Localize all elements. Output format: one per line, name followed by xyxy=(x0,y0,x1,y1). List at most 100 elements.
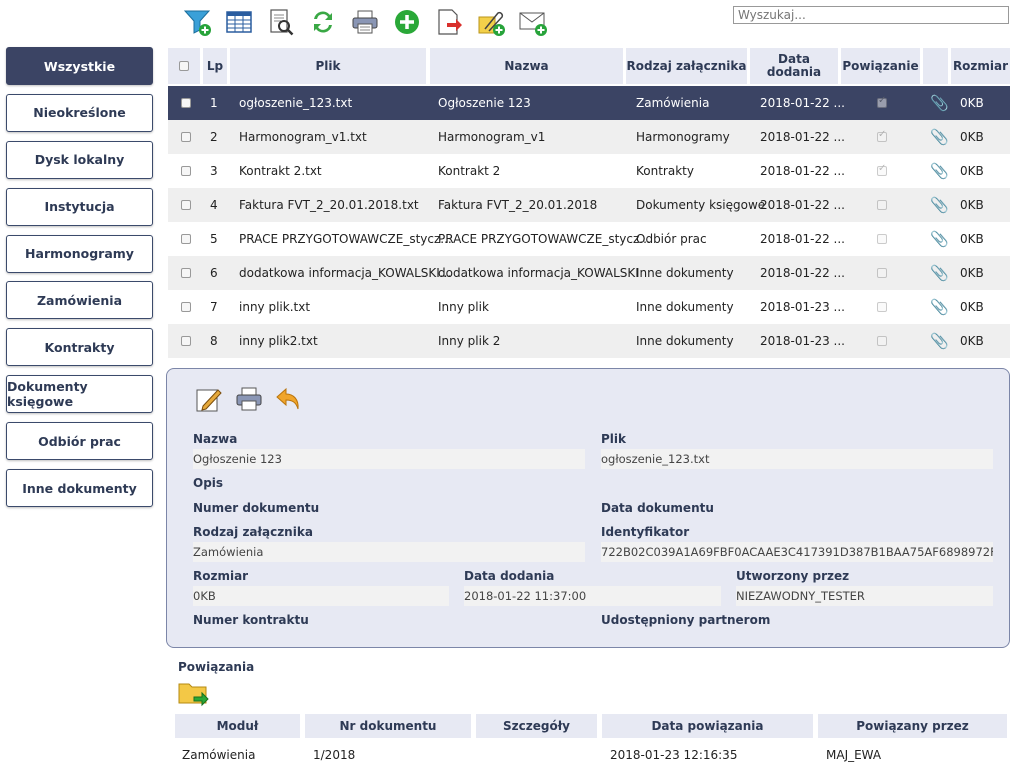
rel-cell-nr[interactable]: 1/2018 xyxy=(313,748,356,762)
refresh-icon[interactable] xyxy=(302,4,344,40)
cell-lp: 3 xyxy=(210,164,218,178)
sidebar-item-nieokreslone[interactable]: Nieokreślone xyxy=(6,93,153,132)
header-rodzaj[interactable]: Rodzaj załącznika xyxy=(626,48,747,84)
attachment-icon[interactable]: 📎 xyxy=(930,332,949,350)
row-select-checkbox[interactable] xyxy=(181,222,191,256)
relations-title: Powiązania xyxy=(178,660,255,674)
header-nazwa[interactable]: Nazwa xyxy=(430,48,623,84)
row-select-checkbox[interactable] xyxy=(181,188,191,222)
search-document-icon[interactable] xyxy=(260,4,302,40)
header-rozmiar[interactable]: Rozmiar xyxy=(951,48,1010,84)
folder-link-icon[interactable] xyxy=(178,679,210,707)
row-select-checkbox[interactable] xyxy=(181,256,191,290)
sidebar-item-harmonogramy[interactable]: Harmonogramy xyxy=(6,234,153,273)
attachment-icon[interactable]: 📎 xyxy=(930,264,949,282)
header-data-dodania[interactable]: Data dodania xyxy=(750,48,838,84)
row-select-checkbox[interactable] xyxy=(181,290,191,324)
cell-data-dodania: 2018-01-22 ... xyxy=(760,198,845,212)
cell-rodzaj: Inne dokumenty xyxy=(636,266,734,280)
rel-header-szczegoly[interactable]: Szczegóły xyxy=(476,714,597,738)
cell-plik: Harmonogram_v1.txt xyxy=(239,130,367,144)
row-select-checkbox[interactable] xyxy=(181,120,191,154)
table-row[interactable]: 7 inny plik.txt Inny plik Inne dokumenty 201… xyxy=(168,290,1010,324)
linked-checkbox xyxy=(877,290,887,324)
sidebar-item-wszystkie[interactable]: Wszystkie xyxy=(6,47,153,85)
row-select-checkbox[interactable] xyxy=(181,154,191,188)
cell-rozmiar: 0KB xyxy=(960,334,984,348)
label-numer-dokumentu: Numer dokumentu xyxy=(193,501,320,515)
table-row[interactable]: 2 Harmonogram_v1.txt Harmonogram_v1 Harmono… xyxy=(168,120,1010,154)
print-icon[interactable] xyxy=(233,383,265,415)
label-udostepniony: Udostępniony partnerom xyxy=(601,613,771,627)
sidebar-item-odbior-prac[interactable]: Odbiór prac xyxy=(6,422,153,461)
cell-nazwa: Inny plik 2 xyxy=(438,334,501,348)
back-icon[interactable] xyxy=(273,383,305,415)
table-icon[interactable] xyxy=(218,4,260,40)
linked-checkbox xyxy=(877,222,887,256)
cell-nazwa: PRACE PRZYGOTOWAWCZE_stycz... xyxy=(438,232,651,246)
select-all-checkbox[interactable] xyxy=(179,61,189,71)
linked-checkbox xyxy=(877,256,887,290)
mail-add-icon[interactable] xyxy=(512,4,554,40)
cell-nazwa: Ogłoszenie 123 xyxy=(438,96,531,110)
table-row[interactable]: 3 Kontrakt 2.txt Kontrakt 2 Kontrakty 2018-0… xyxy=(168,154,1010,188)
cell-plik: inny plik2.txt xyxy=(239,334,318,348)
attach-add-icon[interactable] xyxy=(470,4,512,40)
rel-header-modul[interactable]: Moduł xyxy=(175,714,300,738)
attachment-icon[interactable]: 📎 xyxy=(930,196,949,214)
cell-rodzaj: Odbiór prac xyxy=(636,232,707,246)
label-plik: Plik xyxy=(601,432,627,446)
sidebar-item-kontrakty[interactable]: Kontrakty xyxy=(6,328,153,367)
header-lp[interactable]: Lp xyxy=(203,48,227,84)
row-select-checkbox[interactable] xyxy=(181,86,191,120)
cell-rozmiar: 0KB xyxy=(960,164,984,178)
rel-header-data[interactable]: Data powiązania xyxy=(602,714,813,738)
cell-rozmiar: 0KB xyxy=(960,300,984,314)
table-row[interactable]: 4 Faktura FVT_2_20.01.2018.txt Faktura FVT… xyxy=(168,188,1010,222)
edit-icon[interactable] xyxy=(193,383,225,415)
table-row[interactable]: 1 ogłoszenie_123.txt Ogłoszenie 123 Zamówie… xyxy=(168,86,1010,120)
sidebar-item-instytucja[interactable]: Instytucja xyxy=(6,187,153,226)
header-plik[interactable]: Plik xyxy=(230,48,426,84)
sidebar-item-inne-dokumenty[interactable]: Inne dokumenty xyxy=(6,469,153,508)
export-icon[interactable] xyxy=(428,4,470,40)
header-powiazanie[interactable]: Powiązanie xyxy=(841,48,920,84)
filter-add-icon[interactable] xyxy=(176,4,218,40)
cell-lp: 1 xyxy=(210,96,218,110)
table-row[interactable]: 8 inny plik2.txt Inny plik 2 Inne dokumenty… xyxy=(168,324,1010,358)
value-nazwa: Ogłoszenie 123 xyxy=(193,449,585,469)
sidebar-item-dokumenty-ksiegowe[interactable]: Dokumenty księgowe xyxy=(6,375,153,414)
value-rodzaj: Zamówienia xyxy=(193,542,585,562)
attachment-icon[interactable]: 📎 xyxy=(930,94,949,112)
attachment-icon[interactable]: 📎 xyxy=(930,128,949,146)
select-all-cell xyxy=(168,48,200,84)
main-toolbar xyxy=(176,4,554,40)
table-row[interactable]: 6 dodatkowa informacja_KOWALSKI... dodatko… xyxy=(168,256,1010,290)
search-input[interactable] xyxy=(733,6,1009,24)
row-select-checkbox[interactable] xyxy=(181,324,191,358)
cell-rozmiar: 0KB xyxy=(960,96,984,110)
cell-rozmiar: 0KB xyxy=(960,198,984,212)
cell-data-dodania: 2018-01-22 ... xyxy=(760,164,845,178)
cell-nazwa: dodatkowa informacja_KOWALSKI xyxy=(438,266,639,280)
attachment-icon[interactable]: 📎 xyxy=(930,298,949,316)
cell-lp: 2 xyxy=(210,130,218,144)
cell-nazwa: Inny plik xyxy=(438,300,489,314)
rel-header-przez[interactable]: Powiązany przez xyxy=(818,714,1007,738)
attachment-icon[interactable]: 📎 xyxy=(930,230,949,248)
linked-checkbox xyxy=(877,120,887,154)
add-icon[interactable] xyxy=(386,4,428,40)
cell-lp: 6 xyxy=(210,266,218,280)
rel-header-nr[interactable]: Nr dokumentu xyxy=(305,714,471,738)
rel-cell-przez: MAJ_EWA xyxy=(826,748,882,762)
print-icon[interactable] xyxy=(344,4,386,40)
table-row[interactable]: 5 PRACE PRZYGOTOWAWCZE_stycz... PRACE PRZY… xyxy=(168,222,1010,256)
sidebar-item-dysk-lokalny[interactable]: Dysk lokalny xyxy=(6,140,153,179)
cell-rodzaj: Kontrakty xyxy=(636,164,694,178)
attachment-icon[interactable]: 📎 xyxy=(930,162,949,180)
cell-nazwa: Harmonogram_v1 xyxy=(438,130,546,144)
label-data-dokumentu: Data dokumentu xyxy=(601,501,714,515)
sidebar-item-zamowienia[interactable]: Zamówienia xyxy=(6,281,153,320)
cell-rodzaj: Inne dokumenty xyxy=(636,300,734,314)
cell-plik: inny plik.txt xyxy=(239,300,311,314)
